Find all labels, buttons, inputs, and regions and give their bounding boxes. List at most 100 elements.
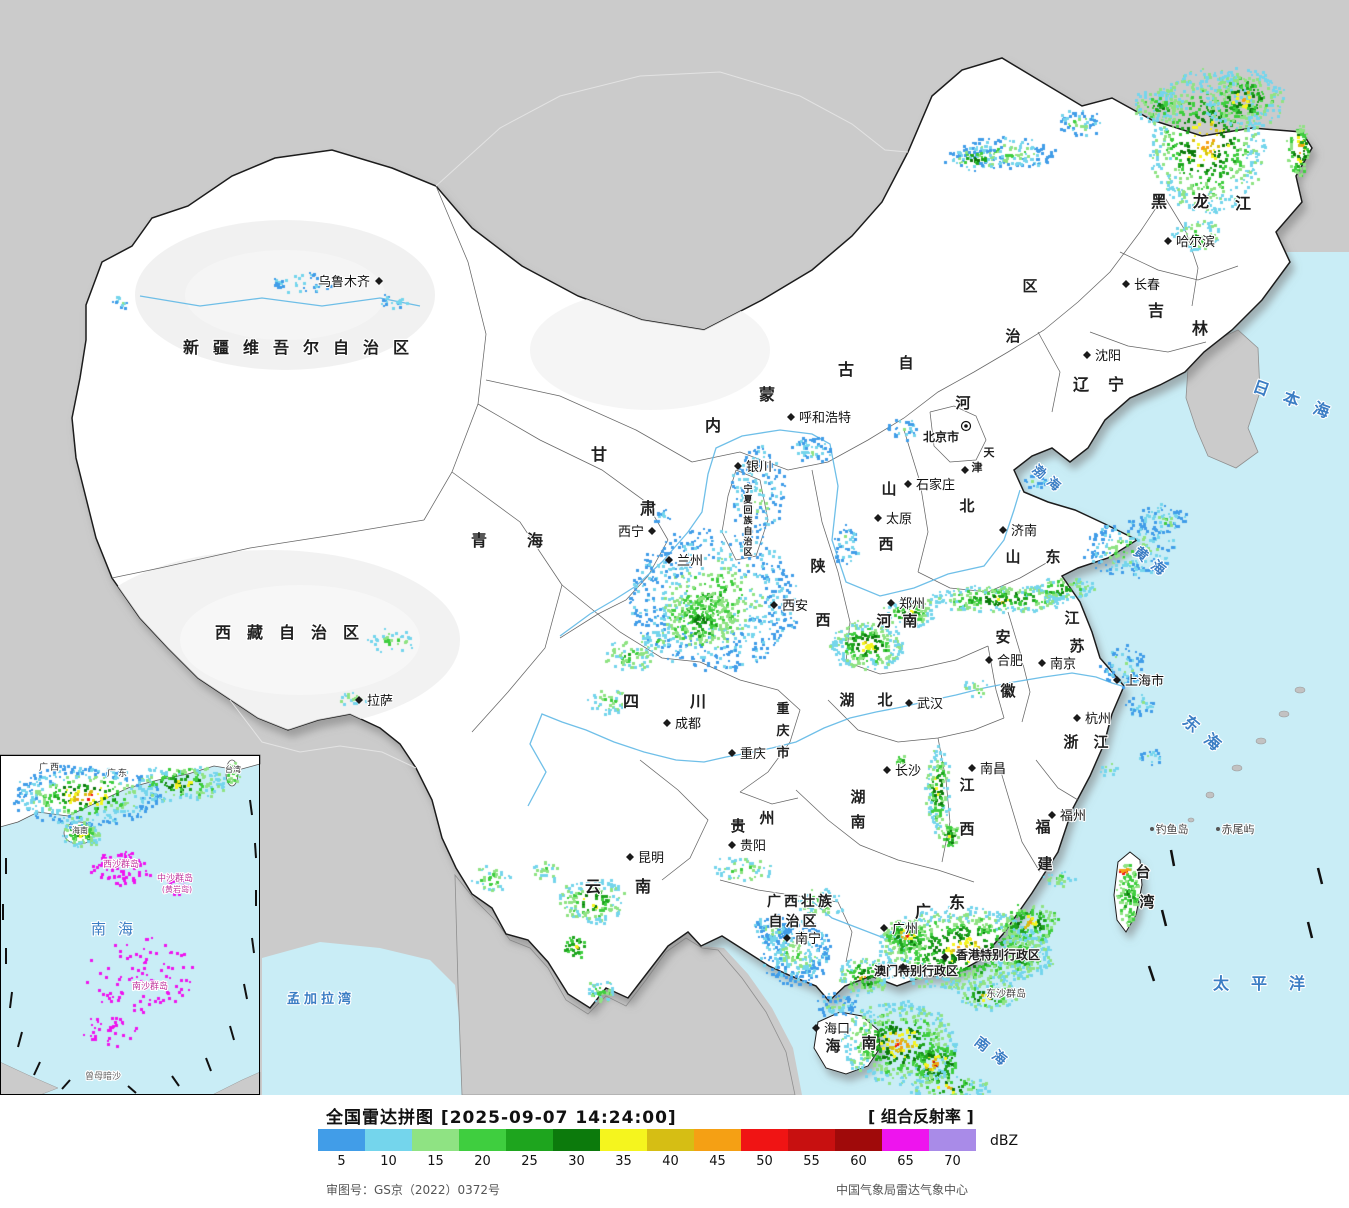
sea-label: 太平洋 xyxy=(1212,974,1327,993)
scale-swatch xyxy=(459,1129,506,1151)
city-marker xyxy=(887,599,895,607)
inset-label: 台湾 xyxy=(225,764,241,774)
scale-value: 65 xyxy=(897,1154,914,1169)
province-label: 肃 xyxy=(640,499,656,518)
scale-value: 20 xyxy=(474,1154,491,1169)
inset-label: 海南 xyxy=(72,825,88,835)
sea-label: 孟加拉湾 xyxy=(287,991,355,1007)
province-label: 浙 xyxy=(1063,733,1078,751)
province-label: 山 xyxy=(1005,548,1020,566)
city-label: 成都 xyxy=(675,717,701,732)
city-marker xyxy=(648,527,656,535)
province-label: 湾 xyxy=(1139,893,1154,911)
scale-step: 55 xyxy=(788,1129,835,1169)
sea-label: 黄海 xyxy=(1130,543,1175,583)
city-marker xyxy=(999,526,1007,534)
unit-label: dBZ xyxy=(990,1133,1019,1149)
approval-number: 审图号：GS京（2022）0372号 xyxy=(326,1183,500,1197)
scale-value: 70 xyxy=(944,1154,961,1169)
city-label: 杭州 xyxy=(1085,712,1111,727)
province-label: 津 xyxy=(972,460,983,474)
map-label-layer: 新疆维吾尔自治区西藏自治区青海甘肃内蒙古 自治区黑龙江吉林辽 宁河北山西山 东陕西河南… xyxy=(0,191,1348,1095)
province-label: 山 xyxy=(881,480,896,498)
scale-value: 15 xyxy=(427,1154,444,1169)
province-label: 重庆市 xyxy=(775,701,789,761)
sea-label: 日本海 xyxy=(1251,376,1348,427)
city-label: 昆明 xyxy=(638,851,664,866)
province-label: 澳门特别行政区 xyxy=(874,963,958,978)
inset-label: 广西 xyxy=(39,761,61,773)
map-title: 全国雷达拼图 [2025-09-07 14:24:00] xyxy=(326,1108,677,1128)
city-marker xyxy=(899,963,907,971)
province-label: 蒙 xyxy=(759,385,775,404)
scale-swatch xyxy=(882,1129,929,1151)
city-marker xyxy=(1113,676,1121,684)
province-label: 四 xyxy=(623,692,639,711)
province-label: 南 xyxy=(861,1034,876,1052)
credit-label: 中国气象局雷达气象中心 xyxy=(836,1183,969,1197)
city-marker xyxy=(1073,714,1081,722)
scale-swatch xyxy=(318,1129,365,1151)
scale-step: 25 xyxy=(506,1129,553,1169)
city-label: 南昌 xyxy=(980,761,1006,777)
city-label: 银川 xyxy=(746,460,772,475)
province-label: 台 xyxy=(1135,863,1150,881)
capital-marker-dot xyxy=(964,424,968,428)
inset-label: 曾母暗沙 xyxy=(85,1070,121,1082)
province-label: 广西壮族 xyxy=(767,893,835,910)
inset-label: (黄岩岛) xyxy=(162,884,192,894)
inset-label: 广东 xyxy=(107,767,129,779)
province-label: 川 xyxy=(689,692,706,711)
scale-value: 5 xyxy=(337,1154,346,1169)
city-marker xyxy=(904,480,912,488)
island-label: 钓鱼岛 xyxy=(1156,822,1189,836)
province-label: 黑 xyxy=(1151,192,1167,211)
city-label: 郑州 xyxy=(899,597,925,612)
island-label: 赤尾屿 xyxy=(1222,823,1255,836)
city-label: 上海市 xyxy=(1125,673,1164,689)
province-label: 青海 xyxy=(471,531,583,550)
sea-label: 南海 xyxy=(971,1033,1016,1073)
province-label: 西 xyxy=(878,535,893,553)
province-label: 古 xyxy=(838,360,854,379)
city-marker xyxy=(968,764,976,772)
city-label: 西安 xyxy=(782,599,808,614)
scale-value: 35 xyxy=(615,1154,632,1169)
province-label: 江 xyxy=(1093,733,1108,751)
province-label: 林 xyxy=(1192,319,1208,338)
radar-echo-layer xyxy=(0,0,1349,1095)
scale-value: 50 xyxy=(756,1154,773,1169)
city-marker xyxy=(1038,659,1046,667)
city-marker xyxy=(1164,237,1172,245)
city-label: 兰州 xyxy=(677,554,703,569)
scale-step: 20 xyxy=(459,1129,506,1169)
scale-value: 60 xyxy=(850,1154,867,1169)
province-label: 湖 xyxy=(839,691,854,709)
product-label: [ 组合反射率 ] xyxy=(868,1107,974,1126)
province-label: 宁夏回族自治区 xyxy=(742,483,753,558)
province-label: 福 xyxy=(1034,818,1050,836)
province-label: 自 xyxy=(898,354,913,372)
province-label: 北 xyxy=(877,691,892,709)
province-label: 江 xyxy=(1235,194,1251,213)
city-label: 呼和浩特 xyxy=(799,411,851,426)
province-label: 宁 xyxy=(1108,375,1124,394)
province-label: 河 xyxy=(955,394,970,412)
province-label: 西 xyxy=(959,820,974,838)
ten-dash-segment xyxy=(1306,921,1314,939)
province-label: 内 xyxy=(705,416,721,435)
city-marker xyxy=(734,462,742,470)
province-labels-layer: 新疆维吾尔自治区西藏自治区青海甘肃内蒙古 自治区黑龙江吉林辽 宁河北山西山 东陕西河南… xyxy=(182,191,1252,1056)
province-label: 天 xyxy=(984,446,996,459)
scale-swatch xyxy=(788,1129,835,1151)
city-marker xyxy=(1048,811,1056,819)
scale-swatch xyxy=(694,1129,741,1151)
scale-swatch xyxy=(412,1129,459,1151)
province-label: 江 xyxy=(1064,609,1079,627)
province-label: 云 xyxy=(585,877,601,896)
province-label: 建 xyxy=(1037,855,1053,873)
city-label: 合肥 xyxy=(997,654,1023,669)
scale-step: 65 xyxy=(882,1129,929,1169)
scale-swatch xyxy=(835,1129,882,1151)
